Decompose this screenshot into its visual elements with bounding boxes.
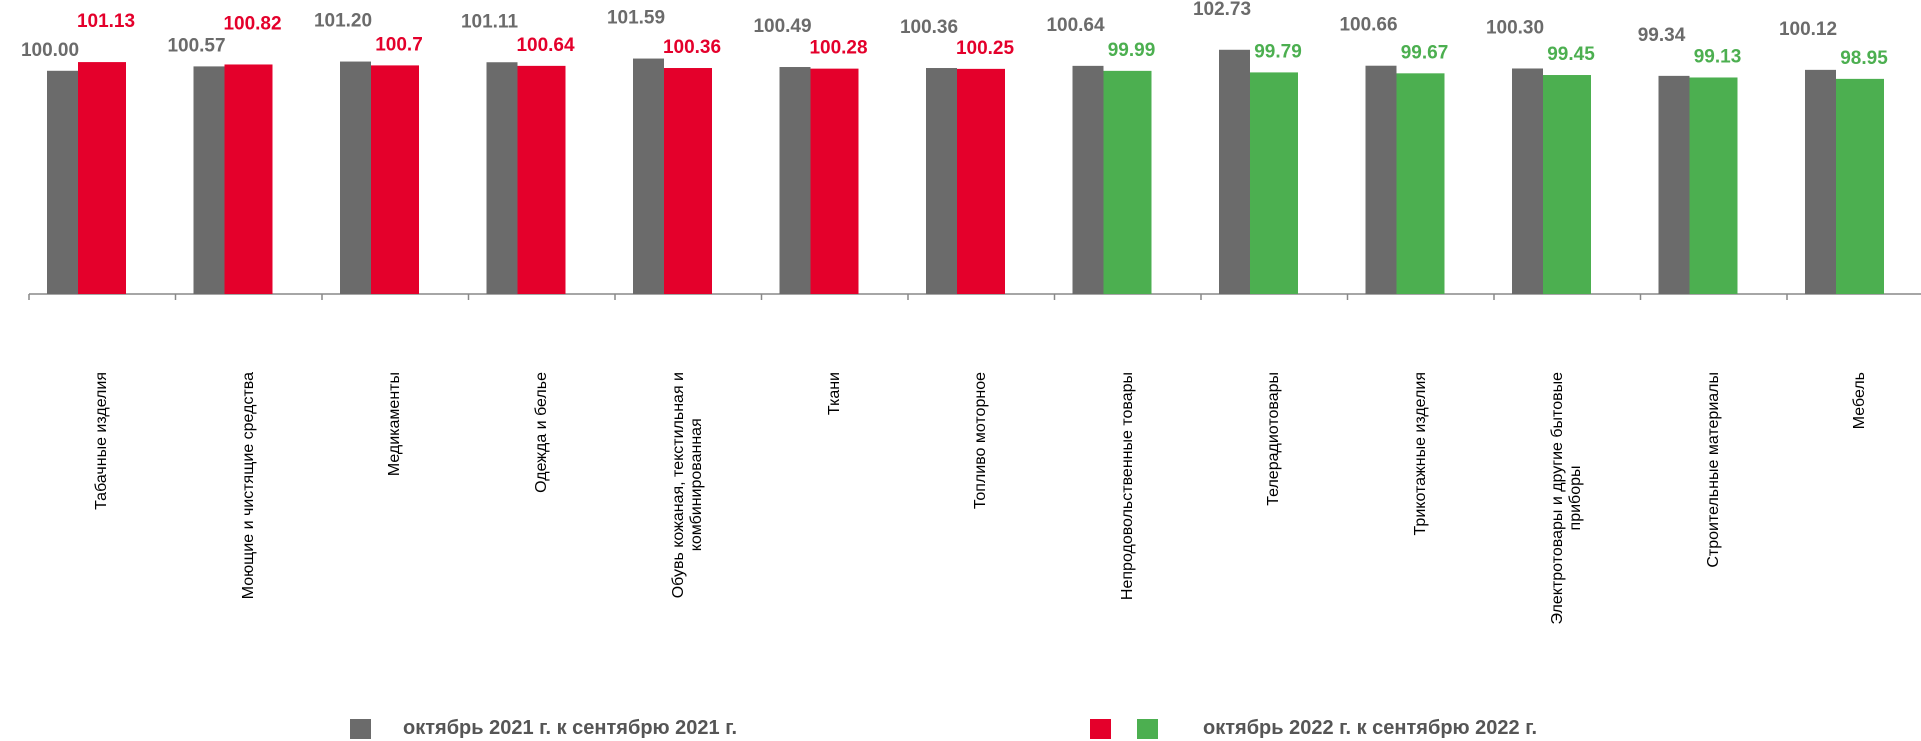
bar bbox=[371, 65, 419, 295]
bar bbox=[1103, 70, 1152, 295]
legend-label: октябрь 2022 г. к сентябрю 2022 г. bbox=[1203, 717, 1538, 739]
value-label: 102.73 bbox=[1193, 0, 1251, 20]
bar bbox=[1658, 75, 1690, 294]
category-label: Одежда и белье bbox=[532, 372, 550, 493]
value-label: 100.36 bbox=[900, 17, 958, 38]
value-label: 101.13 bbox=[77, 11, 135, 32]
value-label: 100.00 bbox=[21, 40, 79, 61]
value-label: 100.25 bbox=[956, 38, 1015, 59]
value-label: 99.45 bbox=[1547, 44, 1595, 65]
category-label: Строительные материалы bbox=[1704, 372, 1722, 568]
bar bbox=[1219, 49, 1250, 295]
value-label: 100.12 bbox=[1779, 19, 1837, 40]
bar bbox=[1072, 65, 1104, 294]
category-label: Топливо моторное bbox=[972, 372, 990, 510]
bar bbox=[1805, 69, 1836, 294]
value-label: 98.95 bbox=[1840, 48, 1888, 69]
category-label: Обувь кожаная, текстильная и комбинирова… bbox=[670, 372, 706, 599]
value-label: 99.34 bbox=[1638, 25, 1686, 46]
bar bbox=[486, 62, 518, 294]
bar bbox=[78, 62, 126, 294]
legend-swatch bbox=[1090, 719, 1111, 739]
bar bbox=[1836, 78, 1884, 295]
category-label: Непродовольственные товары bbox=[1118, 372, 1136, 601]
value-label: 99.79 bbox=[1254, 41, 1302, 62]
bar bbox=[1365, 65, 1397, 294]
value-label: 101.20 bbox=[314, 11, 372, 32]
bar bbox=[47, 70, 78, 295]
bar bbox=[810, 68, 859, 295]
bar bbox=[1512, 68, 1543, 294]
bar bbox=[633, 58, 664, 294]
value-label: 100.57 bbox=[167, 35, 225, 56]
bar bbox=[779, 67, 811, 295]
value-label: 100.64 bbox=[1046, 15, 1105, 36]
legend-swatch bbox=[1137, 719, 1158, 739]
value-label: 100.28 bbox=[809, 38, 867, 59]
category-label: Трикотажные изделия bbox=[1411, 372, 1429, 536]
legend-label: октябрь 2021 г. к сентябрю 2021 г. bbox=[403, 717, 738, 739]
bar bbox=[193, 66, 225, 294]
category-label: Медикаменты bbox=[386, 372, 404, 477]
value-label: 101.59 bbox=[607, 8, 665, 29]
bar bbox=[926, 68, 957, 294]
bar bbox=[224, 64, 273, 294]
category-label: Ткани bbox=[825, 372, 843, 416]
value-label: 100.30 bbox=[1486, 17, 1544, 38]
bar bbox=[340, 61, 371, 294]
bar bbox=[664, 68, 712, 294]
bar bbox=[1250, 72, 1298, 295]
value-label: 99.67 bbox=[1401, 42, 1449, 63]
category-label: Мебель bbox=[1851, 372, 1869, 430]
bar bbox=[957, 68, 1005, 294]
value-label: 99.99 bbox=[1108, 40, 1156, 61]
bar bbox=[1396, 73, 1445, 294]
category-label: Табачные изделия bbox=[93, 372, 111, 510]
value-label: 100.7 bbox=[375, 34, 423, 55]
value-label: 100.82 bbox=[223, 13, 281, 34]
bar bbox=[517, 65, 566, 294]
category-label: Электротовары и другие бытовые приборы bbox=[1549, 372, 1585, 625]
value-label: 99.13 bbox=[1694, 46, 1742, 67]
value-label: 100.49 bbox=[753, 16, 811, 37]
category-label: Моющие и чистящие средства bbox=[239, 372, 257, 600]
value-label: 100.64 bbox=[516, 35, 575, 56]
bar bbox=[1543, 75, 1591, 294]
bar bbox=[1689, 77, 1738, 294]
value-label: 101.11 bbox=[461, 11, 518, 32]
value-label: 100.36 bbox=[663, 37, 721, 58]
value-label: 100.66 bbox=[1339, 15, 1397, 36]
category-label: Телерадиотовары bbox=[1265, 372, 1283, 506]
legend-swatch bbox=[350, 719, 371, 739]
